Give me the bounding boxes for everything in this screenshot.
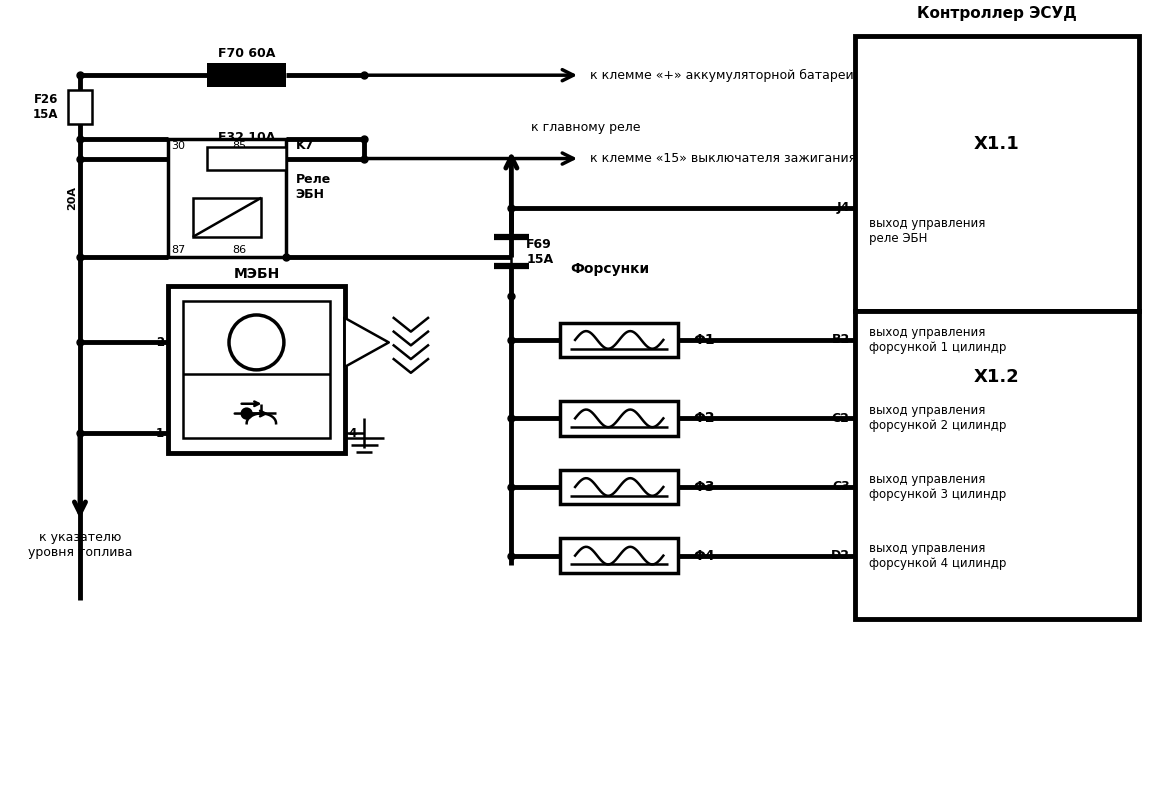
Text: Φ4: Φ4 [693, 549, 715, 562]
Text: 85: 85 [232, 141, 246, 151]
Text: K7: K7 [296, 139, 314, 152]
Bar [193, 198, 261, 237]
Bar [168, 286, 345, 453]
Bar [208, 63, 285, 87]
Bar [560, 401, 679, 435]
Text: 87: 87 [172, 245, 186, 254]
Text: МЭБН: МЭБН [233, 267, 280, 281]
Circle shape [229, 315, 284, 370]
Text: МБН: МБН [242, 310, 270, 321]
Text: выход управления
форсункой 1 цилиндр: выход управления форсункой 1 цилиндр [869, 326, 1007, 354]
Text: F26
15A: F26 15A [32, 93, 58, 121]
Bar [168, 139, 285, 257]
Text: 3: 3 [349, 336, 357, 349]
Text: выход управления
форсункой 4 цилиндр: выход управления форсункой 4 цилиндр [869, 542, 1007, 570]
Bar [183, 301, 329, 438]
Bar [560, 470, 679, 504]
Text: к клемме «+» аккумуляторной батареи: к клемме «+» аккумуляторной батареи [589, 69, 854, 82]
Text: Форсунки: Форсунки [570, 262, 648, 276]
Text: F69
15A: F69 15A [527, 238, 553, 266]
Bar [855, 36, 1139, 310]
Text: 1: 1 [157, 426, 165, 439]
Text: выход управления
форсункой 2 цилиндр: выход управления форсункой 2 цилиндр [869, 404, 1007, 432]
Text: D2: D2 [831, 549, 849, 562]
Polygon shape [345, 318, 389, 367]
Text: 2: 2 [157, 336, 165, 349]
Text: Контроллер ЭСУД: Контроллер ЭСУД [916, 6, 1076, 22]
Text: Φ2: Φ2 [693, 411, 715, 426]
Text: C3: C3 [832, 481, 849, 494]
Text: Φ3: Φ3 [693, 480, 715, 494]
Text: выход управления
реле ЭБН: выход управления реле ЭБН [869, 218, 986, 246]
Text: J4: J4 [836, 201, 849, 214]
Text: к клемме «15» выключателя зажигания: к клемме «15» выключателя зажигания [589, 152, 856, 165]
Text: 30: 30 [172, 141, 186, 151]
Text: М: М [251, 336, 262, 349]
Text: Реле
ЭБН: Реле ЭБН [296, 174, 331, 202]
Text: 4: 4 [349, 426, 357, 439]
Text: 86: 86 [232, 245, 246, 254]
Text: выход управления
форсункой 3 цилиндр: выход управления форсункой 3 цилиндр [869, 473, 1007, 501]
Text: к указателю
уровня топлива: к указателю уровня топлива [28, 531, 132, 559]
Text: B2: B2 [832, 334, 849, 346]
Text: Φ1: Φ1 [693, 333, 715, 347]
Text: F32 10A: F32 10A [218, 131, 275, 144]
Text: F70 60A: F70 60A [218, 47, 275, 61]
Text: X1.1: X1.1 [973, 135, 1020, 153]
Bar [855, 310, 1139, 619]
Bar [208, 146, 285, 170]
Text: к главному реле: к главному реле [531, 121, 640, 134]
Bar [560, 538, 679, 573]
Text: C2: C2 [832, 412, 849, 425]
Text: 20А: 20А [67, 186, 77, 210]
Bar [68, 90, 92, 124]
Circle shape [241, 409, 252, 418]
Text: X1.2: X1.2 [973, 368, 1020, 386]
Bar [560, 322, 679, 357]
